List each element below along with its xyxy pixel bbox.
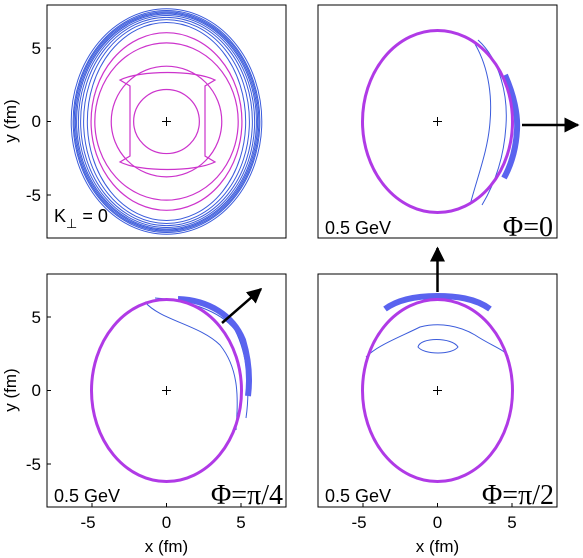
bl-ytick-label: 0	[32, 381, 41, 400]
tr-phi-label: Φ=0	[503, 212, 553, 243]
br-center-marker	[433, 386, 442, 395]
tr-inner-contour-2	[477, 39, 507, 206]
tr-edge-band	[501, 73, 521, 180]
tl-contour-blue	[70, 8, 263, 235]
arrow-diagonal	[221, 288, 263, 324]
tl-contour-blue	[80, 16, 253, 227]
bl-xtick-label: 5	[236, 513, 245, 532]
tr-annotation: 0.5 GeV	[325, 218, 391, 238]
tl-ytick-label: 5	[32, 39, 41, 58]
br-source-ellipse	[361, 298, 514, 483]
tl-contour-magenta	[94, 42, 239, 201]
bl-source-ellipse	[90, 298, 243, 483]
br-wide-contour	[365, 324, 509, 358]
bl-ytick-label: -5	[26, 455, 41, 474]
bl-ytick-label: 5	[32, 308, 41, 327]
tl-contour-blue	[77, 14, 256, 229]
tl-contour-blue	[74, 12, 259, 231]
br-blob-contour	[417, 339, 459, 354]
bl-inner-contour	[144, 301, 238, 431]
tl-contour-blue	[76, 13, 257, 230]
tl-contour-notched	[118, 71, 217, 171]
tl-ytick-label: 0	[32, 112, 41, 131]
br-xtick-label: -5	[351, 513, 366, 532]
tl-contour-blue	[73, 11, 260, 232]
br-annotation: 0.5 GeV	[325, 486, 391, 506]
panel-bottom-left-contours	[144, 296, 252, 431]
panel-bottom-right-contours	[365, 292, 509, 358]
tl-contour-blue	[86, 21, 247, 222]
panel-top-right-frame	[317, 4, 558, 239]
bl-phi-label: Φ=π/4	[211, 480, 283, 511]
br-xtick-label: 5	[507, 513, 516, 532]
tl-center-marker	[162, 117, 171, 126]
tl-contour-magenta	[110, 65, 223, 178]
tr-inner-contour	[469, 43, 492, 206]
tl-ylabel: y (fm)	[1, 99, 20, 142]
tr-source-ellipse	[361, 29, 514, 214]
bl-inner-contour-2	[154, 297, 249, 419]
tl-annotation-rest: = 0	[77, 206, 108, 226]
bl-center-marker	[162, 386, 171, 395]
tick-labels: 5 0 -5 5 0 -5 -5 0 5 -5 0 5	[26, 39, 517, 532]
bl-xtick-label: -5	[80, 513, 95, 532]
bl-xlabel: x (fm)	[145, 537, 188, 556]
br-xtick-label: 0	[433, 513, 442, 532]
br-xlabel: x (fm)	[416, 537, 459, 556]
tl-ytick-label: -5	[26, 186, 41, 205]
tl-contour-magenta	[133, 88, 200, 155]
tr-center-marker	[433, 117, 442, 126]
bl-annotation: 0.5 GeV	[54, 486, 120, 506]
bl-edge-band	[177, 296, 252, 397]
bl-ylabel: y (fm)	[1, 368, 20, 411]
tl-contour-blue	[83, 19, 250, 224]
tl-annotation: K⊥ = 0	[54, 206, 108, 231]
tick-marks	[47, 47, 513, 507]
tl-contour-magenta	[90, 32, 243, 211]
br-edge-band	[383, 292, 492, 312]
panel-top-left-contours	[70, 8, 263, 235]
br-phi-label: Φ=π/2	[482, 480, 554, 511]
bl-xtick-label: 0	[162, 513, 171, 532]
tl-contour-blue	[72, 10, 261, 233]
center-markers	[162, 117, 442, 395]
tl-annotation-sub: ⊥	[66, 216, 77, 231]
tl-annotation-k: K	[54, 206, 66, 226]
